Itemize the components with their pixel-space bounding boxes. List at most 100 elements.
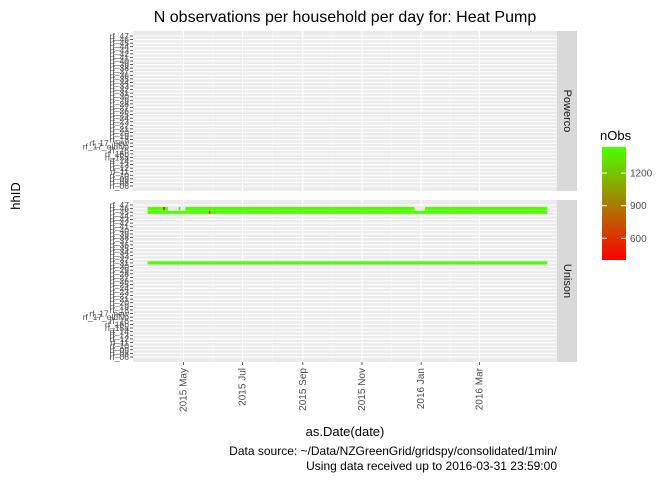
- y-tick-label: rf_20: [110, 298, 130, 308]
- y-tick-label: rf_22: [110, 290, 130, 300]
- data-tile-rf_46: [147, 206, 548, 211]
- y-tick-label: rf_39: [110, 60, 130, 70]
- y-axis-unison: rf_06rf_08rf_09rf_10rf_11rf_12rf_13rf_14…: [83, 200, 133, 362]
- legend-ticks: 600 900 1200: [602, 169, 653, 245]
- y-tick-label: rf_33: [110, 251, 130, 261]
- y-tick-label: rf_24: [110, 283, 130, 293]
- y-tick-label: rf_31: [110, 258, 130, 268]
- y-tick-label: rf_19: [110, 301, 130, 311]
- x-tick-label: 2016 Jan: [416, 368, 427, 409]
- y-tick-label: rf_21: [110, 294, 130, 304]
- legend-tick-label: 900: [630, 201, 647, 212]
- y-tick-label: rf_38: [110, 233, 130, 243]
- x-tick-label: 2015 Sep: [298, 368, 309, 411]
- y-tick-label: rf_17_oldNo: [83, 142, 130, 152]
- data-low-mark: [178, 206, 181, 211]
- legend-colorbar: [602, 147, 626, 260]
- y-tick-label: rf_24: [110, 113, 130, 123]
- y-tick-label: rf_11: [110, 167, 129, 177]
- facet-label-powerco: Powerco: [561, 90, 573, 133]
- y-tick-label: rf_08: [110, 348, 130, 358]
- y-tick-label: rf_06: [110, 181, 130, 191]
- y-tick-label: rf_33: [110, 81, 130, 91]
- y-tick-label: rf_45: [110, 38, 130, 48]
- y-tick-label: rf_28: [110, 99, 130, 109]
- y-tick-label: rf_20: [110, 127, 130, 137]
- y-tick-label: rf_17_oldNo: [83, 312, 130, 322]
- y-tick-label: rf_16: [110, 145, 130, 155]
- y-tick-label: rf_09: [110, 174, 130, 184]
- y-tick-label: rf_46: [110, 204, 130, 214]
- y-tick-label: rf_30: [110, 262, 130, 272]
- y-tick-label: rf_35: [110, 243, 130, 253]
- y-tick-label: rf_34: [110, 247, 130, 257]
- y-tick-label: rf_10: [110, 341, 130, 351]
- panel-unison: rf_06rf_08rf_09rf_10rf_11rf_12rf_13rf_14…: [83, 200, 577, 362]
- y-tick-label: rf_36: [110, 240, 130, 250]
- y-tick-label: rf_17_new: [89, 138, 130, 148]
- legend-title: nObs: [600, 128, 632, 143]
- y-tick-label: rf_37: [110, 67, 130, 77]
- y-tick-label: rf_21: [110, 124, 130, 134]
- x-tick-label: 2015 Jul: [238, 368, 249, 406]
- y-tick-label: rf_27: [110, 272, 130, 282]
- y-axis-label: hhID: [8, 182, 23, 209]
- y-tick-label: rf_25: [110, 110, 130, 120]
- y-tick-label: rf_06: [110, 352, 130, 362]
- y-tick-label: rf_23: [110, 117, 130, 127]
- data-low-mark: [208, 210, 211, 214]
- y-tick-label: rf_22: [110, 120, 130, 130]
- facet-strip: [557, 31, 577, 191]
- x-axis: 2015 May 2015 Jul 2015 Sep 2015 Nov 2016 Jan…: [178, 362, 485, 412]
- facet-strip: [557, 200, 577, 362]
- y-tick-label: rf_42: [110, 218, 130, 228]
- y-tick-label: rf_16: [110, 316, 130, 326]
- chart-title: N observations per household per day for…: [154, 9, 537, 26]
- y-tick-label: rf_08: [110, 177, 130, 187]
- y-tick-label: rf_46: [110, 35, 130, 45]
- facet-label-unison: Unison: [561, 264, 573, 298]
- y-tick-label: rf_47: [110, 200, 130, 210]
- y-tick-label: rf_15a: [105, 323, 129, 333]
- y-tick-label: rf_40: [110, 56, 130, 66]
- y-tick-label: rf_31: [110, 88, 130, 98]
- y-tick-label: rf_44: [110, 42, 130, 52]
- panel-powerco: rf_06rf_08rf_09rf_10rf_11rf_12rf_13rf_14…: [83, 31, 577, 191]
- legend-tick-label: 1200: [630, 169, 653, 180]
- y-tick-label: rf_30: [110, 92, 130, 102]
- x-axis-label: as.Date(date): [306, 424, 385, 439]
- y-tick-label: rf_15b: [105, 149, 129, 159]
- y-tick-label: rf_17_new: [89, 309, 130, 319]
- data-tile-rf_31: [147, 261, 548, 265]
- x-tick-label: 2016 Mar: [474, 367, 485, 410]
- y-tick-label: rf_13: [110, 160, 130, 170]
- y-tick-label: rf_44: [110, 211, 130, 221]
- y-tick-label: rf_41: [110, 52, 130, 62]
- caption-line-1: Data source: ~/Data/NZGreenGrid/gridspy/…: [229, 444, 557, 458]
- y-tick-label: rf_40: [110, 225, 130, 235]
- legend: nObs 600 900 1200: [600, 128, 653, 260]
- y-tick-label: rf_15a: [105, 152, 129, 162]
- y-tick-label: rf_32: [110, 85, 130, 95]
- y-tick-label: rf_29: [110, 265, 130, 275]
- y-tick-label: rf_15b: [105, 319, 129, 329]
- y-tick-label: rf_32: [110, 254, 130, 264]
- y-tick-label: rf_27: [110, 102, 130, 112]
- y-tick-label: rf_29: [110, 95, 130, 105]
- data-gap: [414, 206, 426, 211]
- y-tick-label: rf_36: [110, 70, 130, 80]
- y-tick-label: rf_18: [110, 305, 130, 315]
- caption-line-2: Using data received up to 2016-03-31 23:…: [306, 459, 557, 473]
- y-tick-label: rf_14: [110, 156, 130, 166]
- y-tick-label: rf_23: [110, 287, 130, 297]
- y-tick-label: rf_35: [110, 74, 130, 84]
- y-tick-label: rf_25: [110, 280, 130, 290]
- data-tile-rf_45: [147, 210, 548, 214]
- y-tick-label: rf_18: [110, 135, 130, 145]
- y-tick-label: rf_43: [110, 214, 130, 224]
- y-tick-label: rf_12: [110, 334, 130, 344]
- y-tick-label: rf_11: [110, 338, 129, 348]
- y-tick-label: rf_10: [110, 170, 130, 180]
- y-tick-label: rf_37: [110, 236, 130, 246]
